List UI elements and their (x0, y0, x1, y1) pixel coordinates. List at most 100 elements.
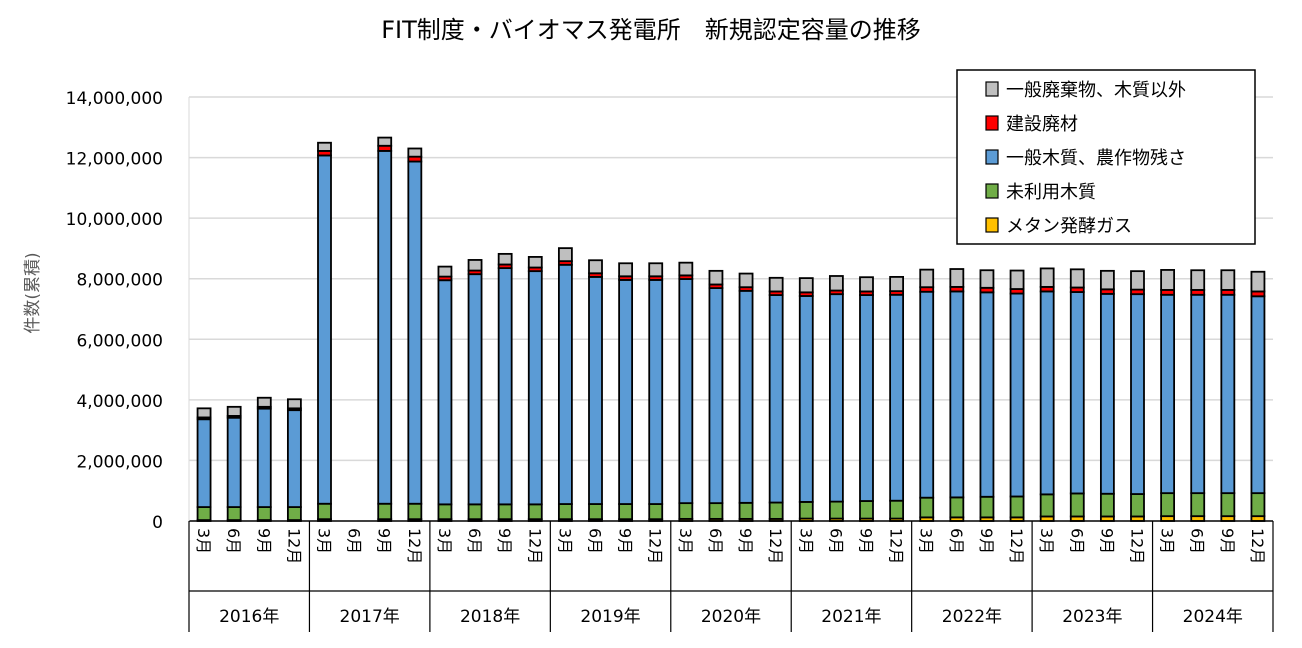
bar-segment (648, 279, 664, 505)
bar-segment (1250, 270, 1266, 293)
bar-segment (437, 503, 453, 521)
bar-segment (1099, 269, 1115, 291)
x-year-label: 2022年 (942, 607, 1002, 627)
x-tick-label: 3月 (435, 528, 454, 554)
bar-segment (919, 496, 935, 519)
bar-segment (1009, 495, 1025, 519)
bar-segment (256, 506, 272, 521)
bars (196, 136, 1266, 522)
bar-segment (557, 503, 573, 521)
bar-segment (226, 416, 242, 508)
bar-segment (1190, 269, 1206, 291)
bar-segment (467, 503, 483, 521)
bar-segment (196, 506, 212, 521)
bar-segment (1250, 295, 1266, 495)
x-tick-label: 6月 (706, 528, 725, 554)
bar-segment (678, 261, 694, 277)
bar-segment (407, 502, 423, 521)
bar-segment (497, 503, 513, 521)
bar-segment (949, 496, 965, 519)
x-tick-label: 6月 (224, 528, 243, 554)
legend-swatch (985, 217, 999, 233)
bar-segment (798, 501, 814, 520)
bar-segment (859, 276, 874, 293)
x-tick-label: 3月 (555, 528, 574, 554)
bar-segment (1220, 293, 1236, 495)
legend-label: メタン発酵ガス (1006, 216, 1132, 237)
x-tick-label: 6月 (947, 528, 966, 554)
legend-box (956, 69, 1256, 245)
bar-segment (1130, 270, 1145, 291)
bar-segment (588, 275, 603, 505)
bar-segment (979, 269, 995, 289)
x-tick-label: 9月 (736, 528, 755, 554)
bar-segment (889, 293, 905, 502)
legend-swatch (985, 183, 999, 199)
x-year-label: 2024年 (1183, 607, 1243, 627)
x-year-label: 2016年 (219, 607, 279, 627)
x-year-label: 2017年 (340, 607, 400, 627)
bar-segment (859, 294, 874, 502)
x-tick-label: 9月 (857, 528, 876, 554)
bar-segment (317, 141, 332, 152)
bar-segment (527, 256, 543, 269)
bar-segment (648, 262, 664, 278)
x-tick-label: 9月 (254, 528, 273, 554)
bar-segment (588, 503, 603, 521)
bar-segment (527, 503, 543, 521)
bar-segment (648, 503, 664, 521)
x-tick-label: 3月 (1158, 528, 1177, 554)
chart-title: FIT制度・バイオマス発電所 新規認定容量の推移 (381, 16, 921, 44)
bar-segment (377, 502, 393, 521)
y-tick-label: 4,000,000 (76, 392, 163, 412)
bar-segment (196, 418, 212, 508)
y-tick-label: 14,000,000 (66, 89, 163, 109)
legend-swatch (985, 81, 999, 97)
bar-segment (377, 136, 393, 147)
x-tick-label: 6月 (345, 528, 364, 554)
x-year-label: 2023年 (1062, 607, 1122, 627)
x-year-label: 2019年 (580, 607, 640, 627)
bar-segment (1250, 492, 1266, 518)
x-tick-label: 9月 (1218, 528, 1237, 554)
x-tick-label: 6月 (826, 528, 845, 554)
x-tick-label: 3月 (796, 528, 815, 554)
bar-segment (1099, 492, 1115, 518)
bar-segment (1069, 291, 1085, 495)
bar-segment (1160, 293, 1176, 495)
bar-segment (1190, 492, 1206, 518)
x-tick-label: 12月 (525, 528, 544, 564)
bar-segment (979, 291, 995, 498)
bar-segment (467, 259, 483, 272)
bar-segment (1130, 493, 1145, 518)
bar-segment (768, 501, 784, 520)
legend-label: 一般木質、農作物残さ (1006, 148, 1186, 169)
legend-swatch (985, 115, 999, 131)
bar-segment (226, 506, 242, 521)
x-tick-label: 12月 (284, 528, 303, 564)
x-tick-label: 3月 (676, 528, 695, 554)
y-tick-label: 0 (152, 513, 163, 533)
bar-segment (317, 154, 332, 505)
bar-segment (407, 147, 423, 158)
bar-segment (798, 277, 814, 294)
bar-segment (738, 501, 754, 520)
y-tick-label: 6,000,000 (76, 331, 163, 351)
legend-label: 一般廃棄物、木質以外 (1006, 80, 1186, 101)
bar-segment (859, 500, 874, 520)
x-tick-label: 12月 (405, 528, 424, 564)
bar-segment (1039, 267, 1055, 288)
bar-segment (798, 295, 814, 503)
bar-segment (557, 247, 573, 263)
bar-segment (407, 160, 423, 505)
bar-segment (949, 268, 965, 288)
x-tick-label: 12月 (646, 528, 665, 564)
bar-segment (889, 275, 905, 293)
bar-segment (437, 279, 453, 506)
x-tick-label: 6月 (1188, 528, 1207, 554)
y-tick-label: 2,000,000 (76, 452, 163, 472)
bar-segment (1130, 293, 1145, 495)
legend-swatch (985, 149, 999, 165)
bar-segment (286, 409, 302, 508)
